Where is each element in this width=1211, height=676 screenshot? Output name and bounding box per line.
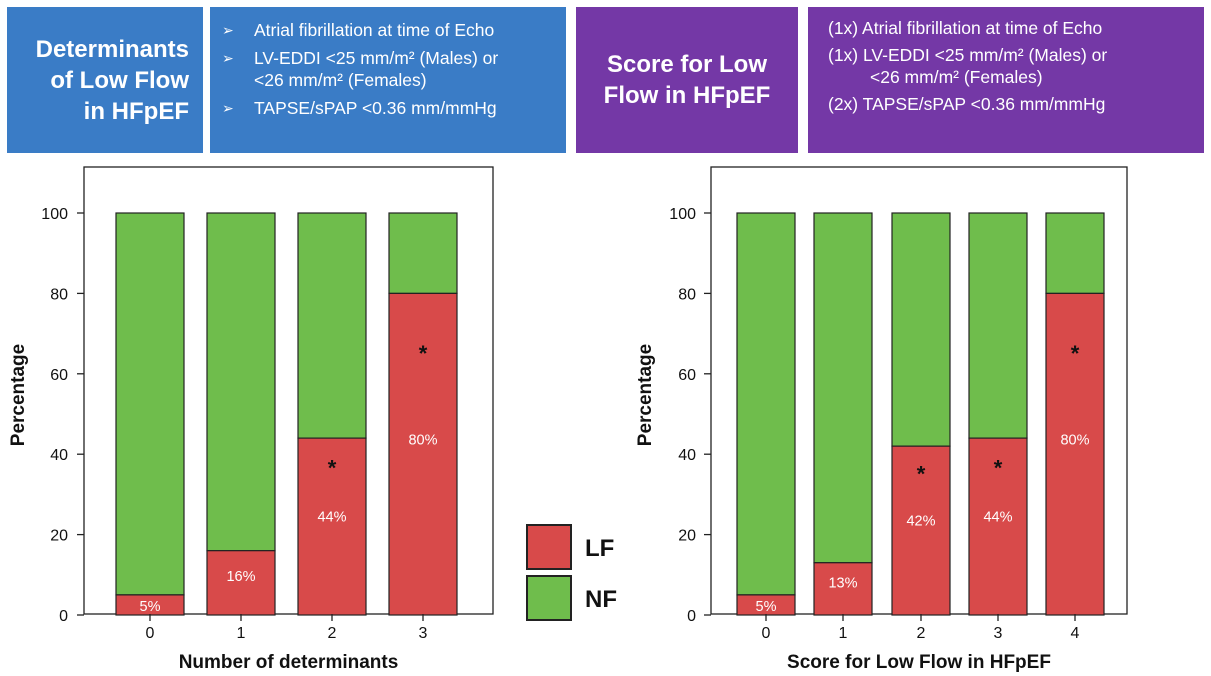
arrow-bullet-icon: ➢ xyxy=(222,49,234,66)
chart2-xtick-label: 1 xyxy=(839,625,848,642)
chart1-ytick-label: 20 xyxy=(50,528,68,545)
chart1-bar-nf xyxy=(206,212,276,552)
legend-swatch-lf xyxy=(526,524,572,570)
criterion-item: (1x) LV-EDDI <25 mm/m² (Males) or <26 mm… xyxy=(828,44,1204,89)
criterion-text: (1x) LV-EDDI <25 mm/m² (Males) or xyxy=(828,44,1108,65)
chart2-significance-mark: * xyxy=(917,462,926,487)
chart2-xtick-label: 4 xyxy=(1071,625,1080,642)
chart2-ytick-label: 20 xyxy=(678,528,696,545)
panel1-title-line: in HFpEF xyxy=(83,97,189,125)
panel2-title: Score for Low Flow in HFpEF xyxy=(604,49,771,111)
chart1-frame xyxy=(83,166,494,615)
chart2-y-axis-title: Percentage xyxy=(635,344,656,446)
chart1-bar-nf xyxy=(297,212,367,439)
chart2-xtick-label: 3 xyxy=(994,625,1003,642)
chart2-data-label: 13% xyxy=(828,575,857,591)
legend-label-lf: LF xyxy=(585,535,614,562)
chart2-bar-nf xyxy=(813,212,873,564)
legend-label-nf: NF xyxy=(585,586,617,613)
chart2-significance-mark: * xyxy=(994,455,1003,480)
chart2-x-axis-title: Score for Low Flow in HFpEF xyxy=(787,652,1051,673)
chart2-ytick-label: 60 xyxy=(678,367,696,384)
chart1-ytick-label: 100 xyxy=(41,206,68,223)
chart1-ytick-label: 0 xyxy=(59,608,68,625)
criterion-text: Atrial fibrillation at time of Echo xyxy=(254,20,495,40)
chart2-data-label: 5% xyxy=(756,599,777,615)
criterion-text: TAPSE/sPAP <0.36 mm/mmHg xyxy=(254,97,497,118)
chart1-xtick-label: 1 xyxy=(237,625,246,642)
chart2-bar-lf xyxy=(1045,292,1105,616)
criterion-text: LV-EDDI <25 mm/m² (Males) or xyxy=(254,47,499,68)
criterion-text: (1x) Atrial fibrillation at time of Echo xyxy=(828,18,1103,38)
criterion-item: ➢ Atrial fibrillation at time of Echo xyxy=(222,19,566,42)
panel1-criteria-box: ➢ Atrial fibrillation at time of Echo ➢ … xyxy=(210,7,566,153)
criterion-item: (1x) Atrial fibrillation at time of Echo xyxy=(828,17,1204,40)
chart2-data-label: 42% xyxy=(906,514,935,530)
criterion-item: ➢ LV-EDDI <25 mm/m² (Males) or <26 mm/m²… xyxy=(222,47,566,92)
chart1-data-label: 5% xyxy=(140,599,161,615)
chart1-data-label: 16% xyxy=(226,569,255,585)
chart2-data-label: 44% xyxy=(983,509,1012,525)
chart1-bar-lf xyxy=(206,550,276,616)
chart2-significance-mark: * xyxy=(1071,341,1080,366)
panel2-title-line: Flow in HFpEF xyxy=(603,82,771,109)
panel2-title-box: Score for Low Flow in HFpEF xyxy=(576,7,798,153)
panel1-title: Determinants of Low Flow in HFpEF xyxy=(36,34,189,127)
panel2-criteria-box: (1x) Atrial fibrillation at time of Echo… xyxy=(808,7,1204,153)
chart1-significance-mark: * xyxy=(419,341,428,366)
chart1-xtick-label: 2 xyxy=(328,625,337,642)
chart1-ytick-label: 80 xyxy=(50,286,68,303)
chart2-bar-nf xyxy=(968,212,1028,439)
chart1-bar-lf xyxy=(388,292,458,616)
arrow-bullet-icon: ➢ xyxy=(222,99,234,116)
criterion-item: ➢ TAPSE/sPAP <0.36 mm/mmHg xyxy=(222,97,566,120)
chart2-ytick-label: 80 xyxy=(678,286,696,303)
chart2-xtick-label: 0 xyxy=(762,625,771,642)
chart1-xtick-label: 3 xyxy=(419,625,428,642)
chart1-y-axis-title: Percentage xyxy=(8,344,29,446)
chart1-data-label: 44% xyxy=(317,509,346,525)
chart2-bar-lf xyxy=(891,445,951,616)
arrow-bullet-icon: ➢ xyxy=(222,22,234,38)
chart2-xtick-label: 2 xyxy=(917,625,926,642)
criterion-text-cont: <26 mm/m² (Females) xyxy=(254,70,427,90)
criterion-text-cont: <26 mm/m² (Females) xyxy=(870,67,1043,87)
chart2-ytick-label: 100 xyxy=(669,206,696,223)
chart1-data-label: 80% xyxy=(408,433,437,449)
criterion-item: (2x) TAPSE/sPAP <0.36 mm/mmHg xyxy=(828,93,1204,116)
panel1-title-line: of Low Flow xyxy=(50,66,189,94)
chart1-significance-mark: * xyxy=(328,455,337,480)
legend-swatch-nf xyxy=(526,575,572,621)
chart1-ytick-label: 60 xyxy=(50,367,68,384)
chart2-bar-nf xyxy=(891,212,951,447)
chart2-bar-nf xyxy=(736,212,796,596)
chart2-ytick-label: 0 xyxy=(687,608,696,625)
panel2-title-line: Score for Low xyxy=(606,51,767,78)
chart1-bar-nf xyxy=(115,212,185,596)
chart1-bar-lf xyxy=(297,437,367,616)
chart1-bar-nf xyxy=(388,212,458,295)
chart2-bar-nf xyxy=(1045,212,1105,295)
chart2-data-label: 80% xyxy=(1060,433,1089,449)
chart1-ytick-label: 40 xyxy=(50,447,68,464)
chart2-ytick-label: 40 xyxy=(678,447,696,464)
panel1-title-box: Determinants of Low Flow in HFpEF xyxy=(7,7,203,153)
chart1-x-axis-title: Number of determinants xyxy=(179,652,399,673)
criterion-text: (2x) TAPSE/sPAP <0.36 mm/mmHg xyxy=(828,93,1106,114)
chart1-xtick-label: 0 xyxy=(146,625,155,642)
panel2-criteria-list: (1x) Atrial fibrillation at time of Echo… xyxy=(828,17,1204,115)
panel1-title-line: Determinants xyxy=(35,35,189,63)
panel1-criteria-list: ➢ Atrial fibrillation at time of Echo ➢ … xyxy=(222,19,566,119)
